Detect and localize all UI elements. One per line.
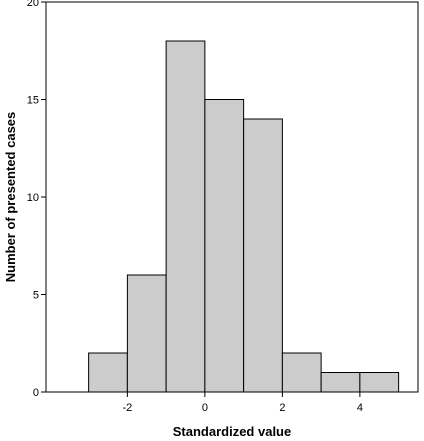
histogram-bar-2 (126, 274, 167, 393)
x-axis-title: Standardized value (173, 424, 291, 439)
histogram-bar-7 (320, 372, 361, 393)
bars (88, 40, 400, 393)
histogram-bar-5 (243, 118, 283, 393)
histogram-bar-6 (281, 352, 322, 393)
y-tick-label: 0 (33, 387, 39, 399)
x-axis: -2 0 2 4 (122, 392, 363, 414)
y-tick-label: 15 (27, 95, 39, 107)
histogram-bar-1 (88, 352, 128, 393)
y-tick-label: 10 (27, 192, 39, 204)
y-axis: 0 5 10 15 20 (27, 0, 46, 399)
histogram-bar-8 (359, 372, 400, 393)
histogram-bar-4 (204, 99, 245, 393)
y-axis-title: Number of presented cases (3, 112, 18, 283)
x-tick-label: -2 (122, 402, 132, 414)
x-tick-label: 2 (279, 402, 285, 414)
y-tick-label: 5 (33, 290, 39, 302)
x-tick-label: 0 (202, 402, 208, 414)
y-tick-label: 20 (27, 0, 39, 9)
x-tick-label: 4 (357, 402, 363, 414)
histogram-bar-3 (165, 40, 206, 393)
